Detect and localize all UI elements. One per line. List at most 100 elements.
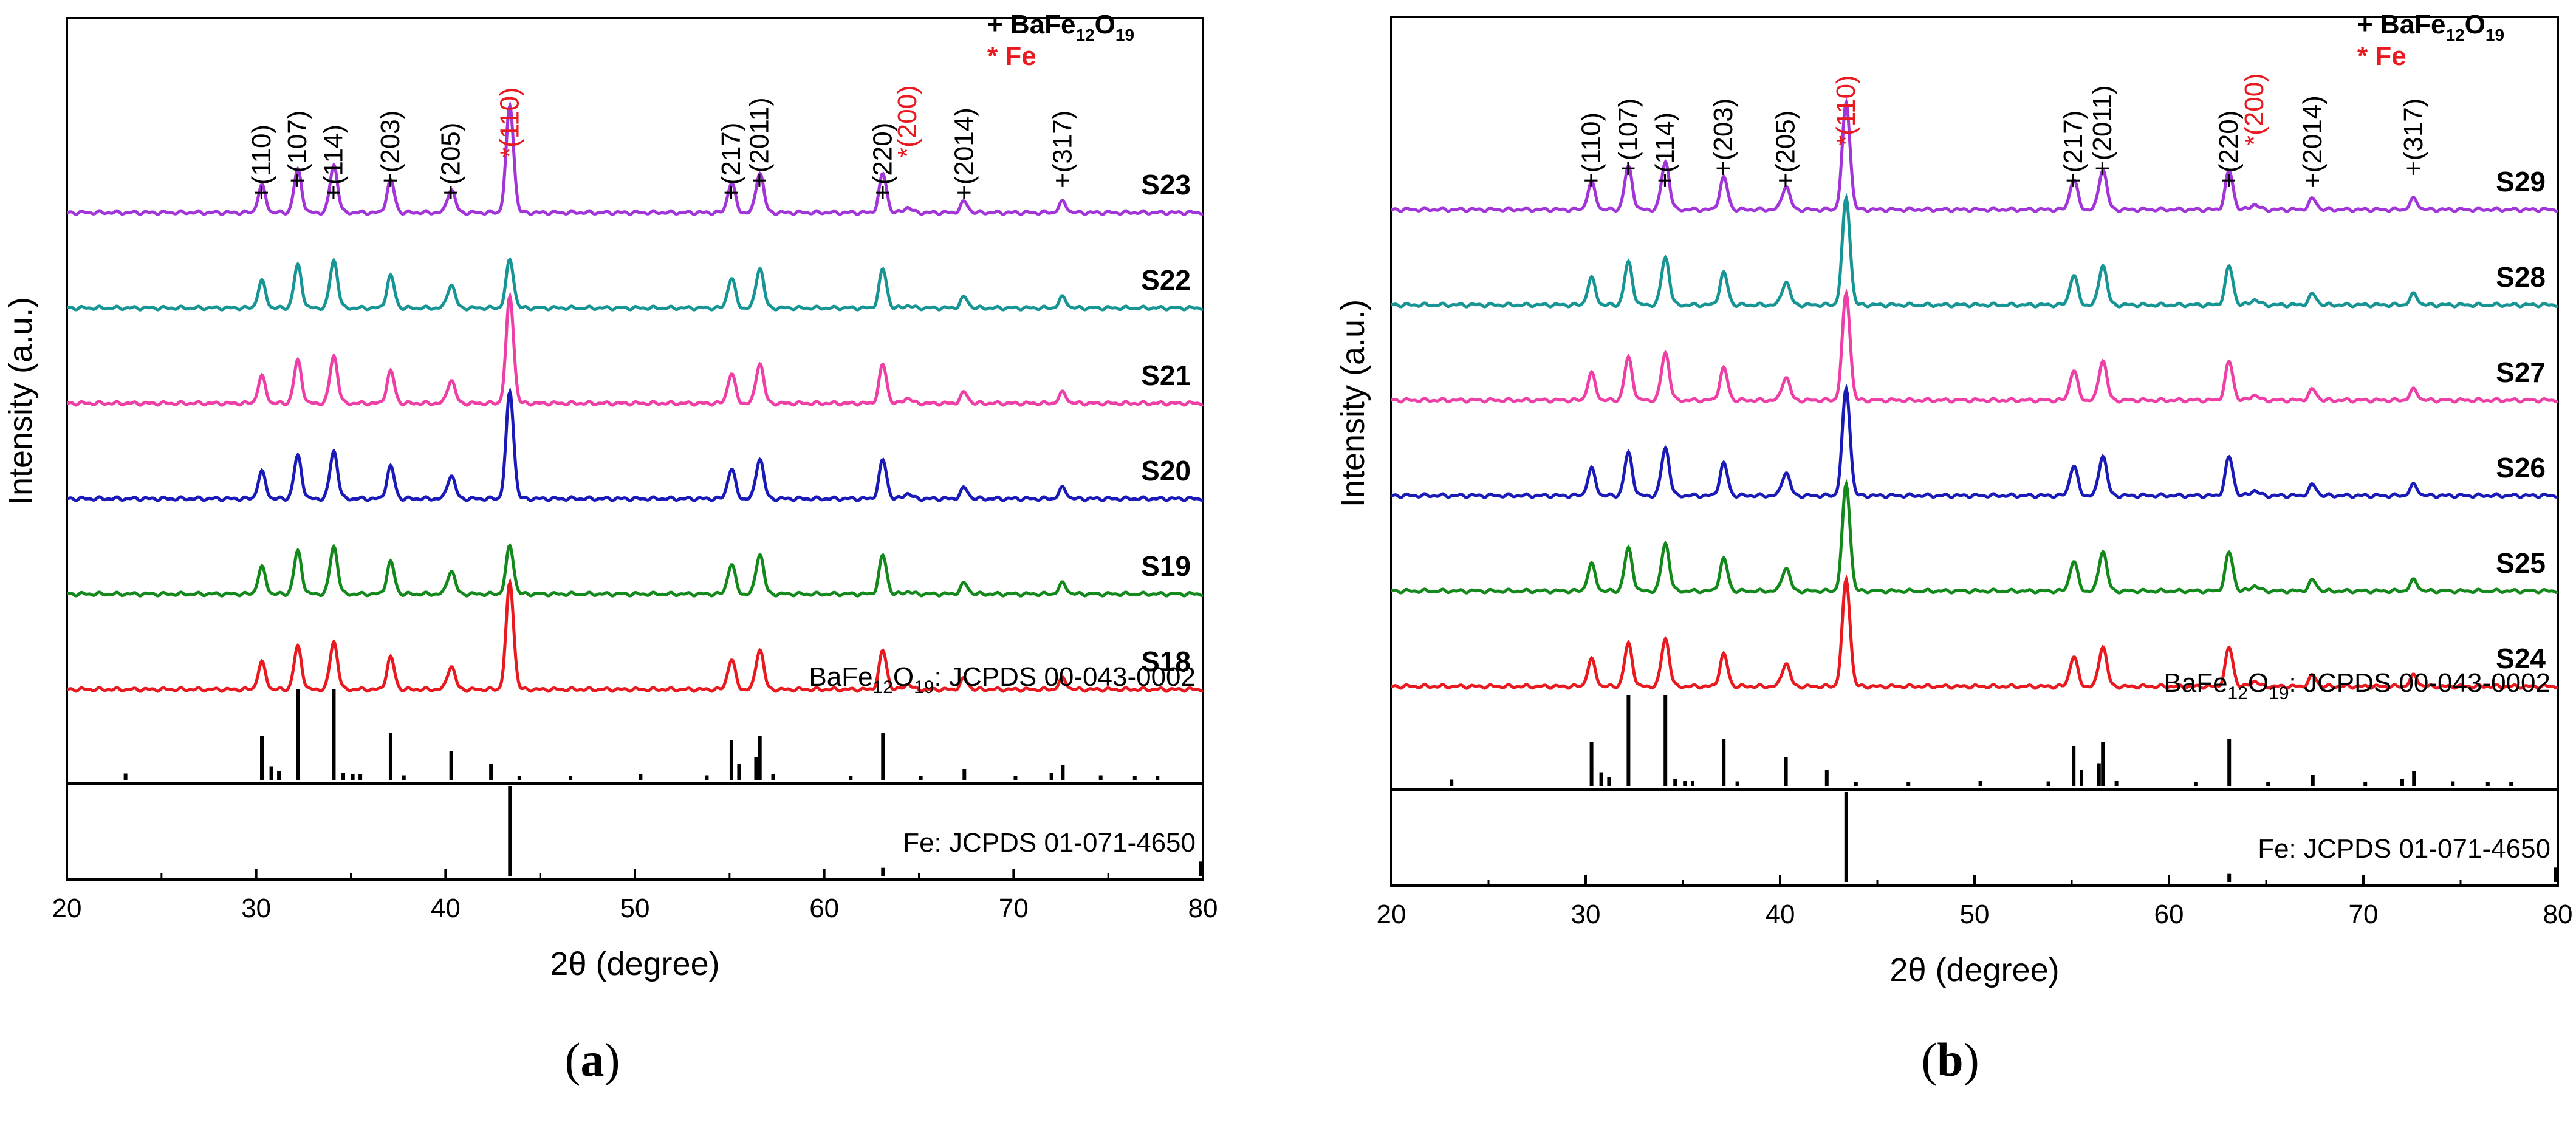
caption-letter-b: b <box>1937 1033 1964 1086</box>
peak-marker: + <box>745 173 775 188</box>
x-axis-label: 2θ (degree) <box>550 946 719 982</box>
legend-text: 19 <box>2485 26 2504 44</box>
x-tick-label: 40 <box>431 894 461 923</box>
ref-label-part: : JCPDS 00-043-0002 <box>934 662 1196 692</box>
peak-hkl: (114) <box>1650 112 1680 173</box>
peak-label: +(110) <box>247 125 276 200</box>
peak-label: +(114) <box>1650 112 1680 188</box>
peak-label: +(110) <box>1577 112 1606 188</box>
series-label-S29: S29 <box>2496 166 2546 197</box>
peak-label: *(110) <box>1831 75 1861 146</box>
legend-text: BaFe <box>2380 10 2446 39</box>
ref-label-part: BaFe <box>2163 668 2227 698</box>
peak-hkl: (217) <box>2058 111 2088 173</box>
peak-hkl: (114) <box>318 125 348 185</box>
peak-label: +(317) <box>2399 98 2428 176</box>
legend-text: + <box>2357 10 2380 39</box>
legend-entry: * Fe <box>987 41 1036 71</box>
peak-hkl: (2011) <box>745 97 775 173</box>
series-line-S19 <box>67 543 1204 598</box>
legend-text: 12 <box>1076 26 1095 44</box>
peak-marker: * <box>495 148 524 158</box>
peak-label: +(203) <box>1708 98 1738 176</box>
x-tick-label: 30 <box>1571 900 1601 929</box>
ref-label-part: : JCPDS 00-043-0002 <box>2289 668 2550 698</box>
peak-marker: * <box>2239 135 2269 146</box>
ref-label-part: O <box>2248 668 2269 698</box>
ref-label-fe: Fe: JCPDS 01-071-4650 <box>2258 834 2550 864</box>
peak-hkl: (200) <box>2239 73 2269 135</box>
peak-label: +(2014) <box>949 108 979 200</box>
x-tick-label: 60 <box>809 894 839 923</box>
series-line-S27 <box>1391 288 2558 404</box>
peak-marker: + <box>283 173 312 188</box>
peak-label: *(200) <box>892 85 922 158</box>
peak-label: +(2011) <box>2088 85 2117 176</box>
caption-open-b: ( <box>1921 1033 1937 1086</box>
legend-text: 19 <box>1115 26 1134 44</box>
x-tick-label: 30 <box>241 894 271 923</box>
chart-panel-a: 20 30 40 50 60 70 80 2θ (degree) Intensity (a.u.… <box>2 10 1218 982</box>
peak-marker: + <box>1708 160 1738 176</box>
series-line-S21 <box>67 291 1204 407</box>
x-tick-label: 50 <box>1960 900 1990 929</box>
peak-marker: + <box>2298 173 2328 188</box>
peak-label: +(217) <box>716 123 746 200</box>
peak-label: +(220) <box>868 123 897 200</box>
peak-label: *(200) <box>2239 73 2269 146</box>
series-line-S24 <box>1391 574 2558 690</box>
peak-marker: + <box>868 185 897 200</box>
x-tick-label: 80 <box>1188 894 1218 923</box>
caption-letter-a: a <box>580 1033 605 1086</box>
caption-close-b: ) <box>1963 1033 1979 1086</box>
peak-hkl: (317) <box>2399 98 2428 161</box>
peak-marker: + <box>2058 173 2088 188</box>
legend-text: O <box>1095 10 1115 39</box>
series-label-S20: S20 <box>1141 455 1191 487</box>
panel-caption-b: (b) <box>1889 1033 2011 1087</box>
series-line-S18 <box>67 577 1204 693</box>
peak-label: +(2014) <box>2298 95 2328 188</box>
peak-hkl: (110) <box>1577 112 1606 173</box>
peak-marker: + <box>375 173 405 188</box>
peak-hkl: (205) <box>1771 111 1801 173</box>
peak-marker: + <box>2088 160 2117 176</box>
peak-marker: + <box>949 185 979 200</box>
peak-hkl: (110) <box>1831 75 1861 135</box>
legend: + BaFe12O19* Fe <box>2357 10 2504 71</box>
ref-label-baferrite: BaFe12O19: JCPDS 00-043-0002 <box>2163 668 2550 703</box>
series-label-S25: S25 <box>2496 547 2546 579</box>
peak-hkl: (107) <box>283 111 312 173</box>
series-label-S22: S22 <box>1141 264 1191 296</box>
x-axis-label: 2θ (degree) <box>1889 952 2059 988</box>
ref-label-part: 19 <box>914 677 934 697</box>
caption-close-a: ) <box>604 1033 620 1086</box>
peak-marker: + <box>318 185 348 200</box>
peak-hkl: (217) <box>716 123 746 185</box>
peak-hkl: (317) <box>1047 111 1077 173</box>
chart-panel-b: 20 30 40 50 60 70 80 2θ (degree) Intensity (a.u.… <box>1335 10 2572 988</box>
legend-entry: + BaFe12O19 <box>2357 10 2504 44</box>
series-label-S24: S24 <box>2496 643 2546 674</box>
series-line-S20 <box>67 386 1204 502</box>
series-label-S18: S18 <box>1141 646 1191 677</box>
peak-marker: + <box>247 185 276 200</box>
ref-label-part: 12 <box>873 677 893 697</box>
legend: + BaFe12O19* Fe <box>987 10 1134 71</box>
peak-marker: * <box>892 148 922 158</box>
peak-hkl: (110) <box>495 87 524 147</box>
x-tick-label: 70 <box>2349 900 2379 929</box>
peak-marker: + <box>2399 160 2428 176</box>
peak-marker: + <box>1047 173 1077 188</box>
peak-marker: + <box>1650 173 1680 188</box>
peak-label: +(220) <box>2214 111 2244 188</box>
ref-label-part: 12 <box>2228 683 2248 703</box>
series-label-S23: S23 <box>1141 169 1191 200</box>
peak-hkl: (2011) <box>2088 85 2117 160</box>
peak-marker: * <box>1831 135 1861 146</box>
peak-marker: + <box>1577 173 1606 188</box>
x-tick-label: 20 <box>1377 900 1406 929</box>
legend-text: BaFe <box>1010 10 1076 39</box>
panel-caption-a: (a) <box>532 1033 653 1087</box>
